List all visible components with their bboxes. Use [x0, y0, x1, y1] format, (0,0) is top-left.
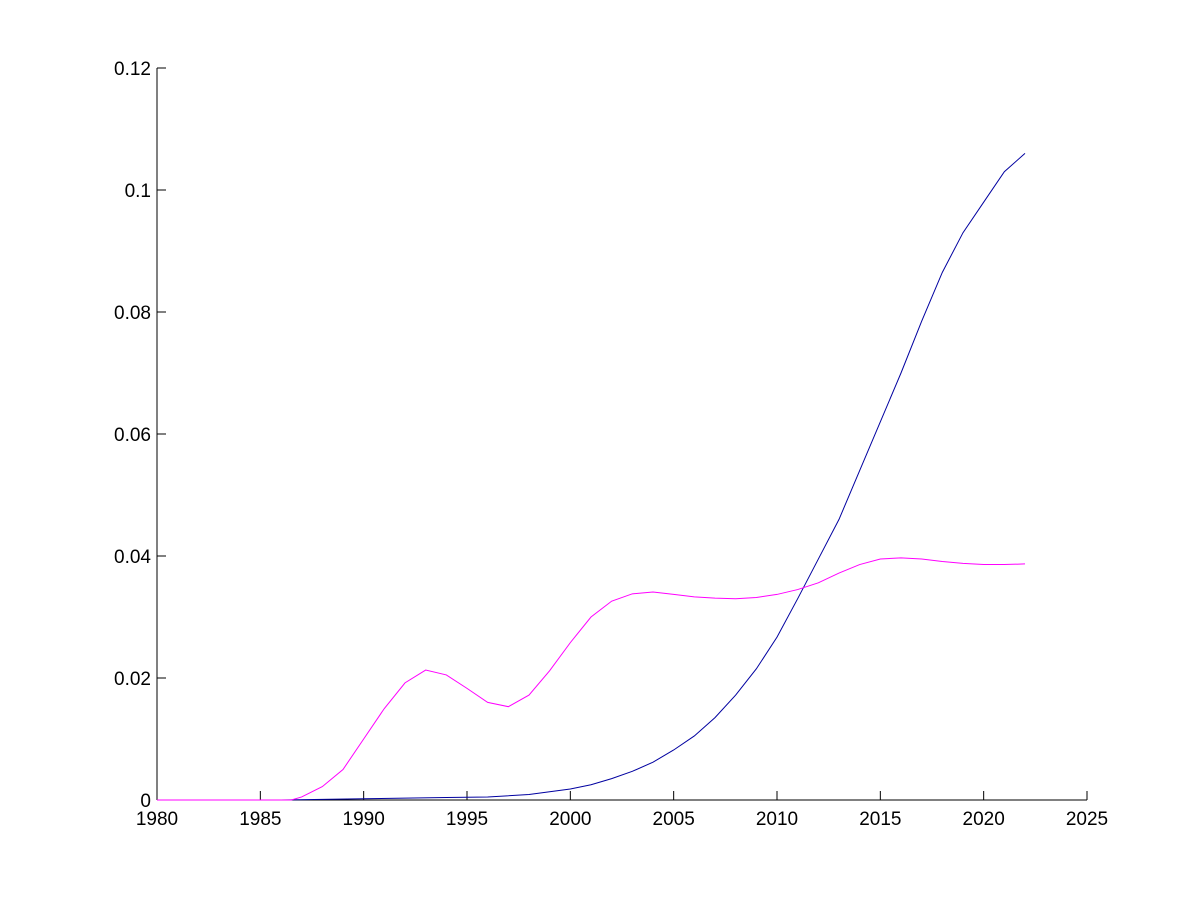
x-tick-label: 2025 — [1066, 809, 1108, 830]
x-tick-label: 2020 — [963, 809, 1005, 830]
series-line-2 — [157, 557, 1026, 801]
series-line-1 — [157, 153, 1026, 801]
y-tick-label: 0.02 — [114, 669, 151, 690]
x-tick-label: 2015 — [859, 809, 901, 830]
x-tick-label: 1980 — [136, 809, 178, 830]
x-tick-label: 1990 — [343, 809, 385, 830]
x-tick-label: 2010 — [756, 809, 798, 830]
y-tick-label: 0 — [140, 791, 151, 812]
x-tick-label: 1995 — [446, 809, 488, 830]
y-tick-label: 0.1 — [125, 181, 151, 202]
y-tick-label: 0.12 — [114, 59, 151, 80]
y-axis-ticks: 0 0.02 0.04 0.06 0.08 0.1 0.12 — [114, 59, 166, 812]
series-layer — [157, 153, 1026, 801]
y-tick-label: 0.04 — [114, 547, 151, 568]
x-axis-ticks: 1980 1985 1990 1995 2000 2005 2010 2015 2020 2025 — [136, 791, 1108, 830]
x-tick-label: 2000 — [549, 809, 591, 830]
y-tick-label: 0.08 — [114, 303, 151, 324]
axes — [156, 68, 1087, 801]
y-tick-label: 0.06 — [114, 425, 151, 446]
x-tick-label: 1985 — [239, 809, 281, 830]
x-tick-label: 2005 — [653, 809, 695, 830]
